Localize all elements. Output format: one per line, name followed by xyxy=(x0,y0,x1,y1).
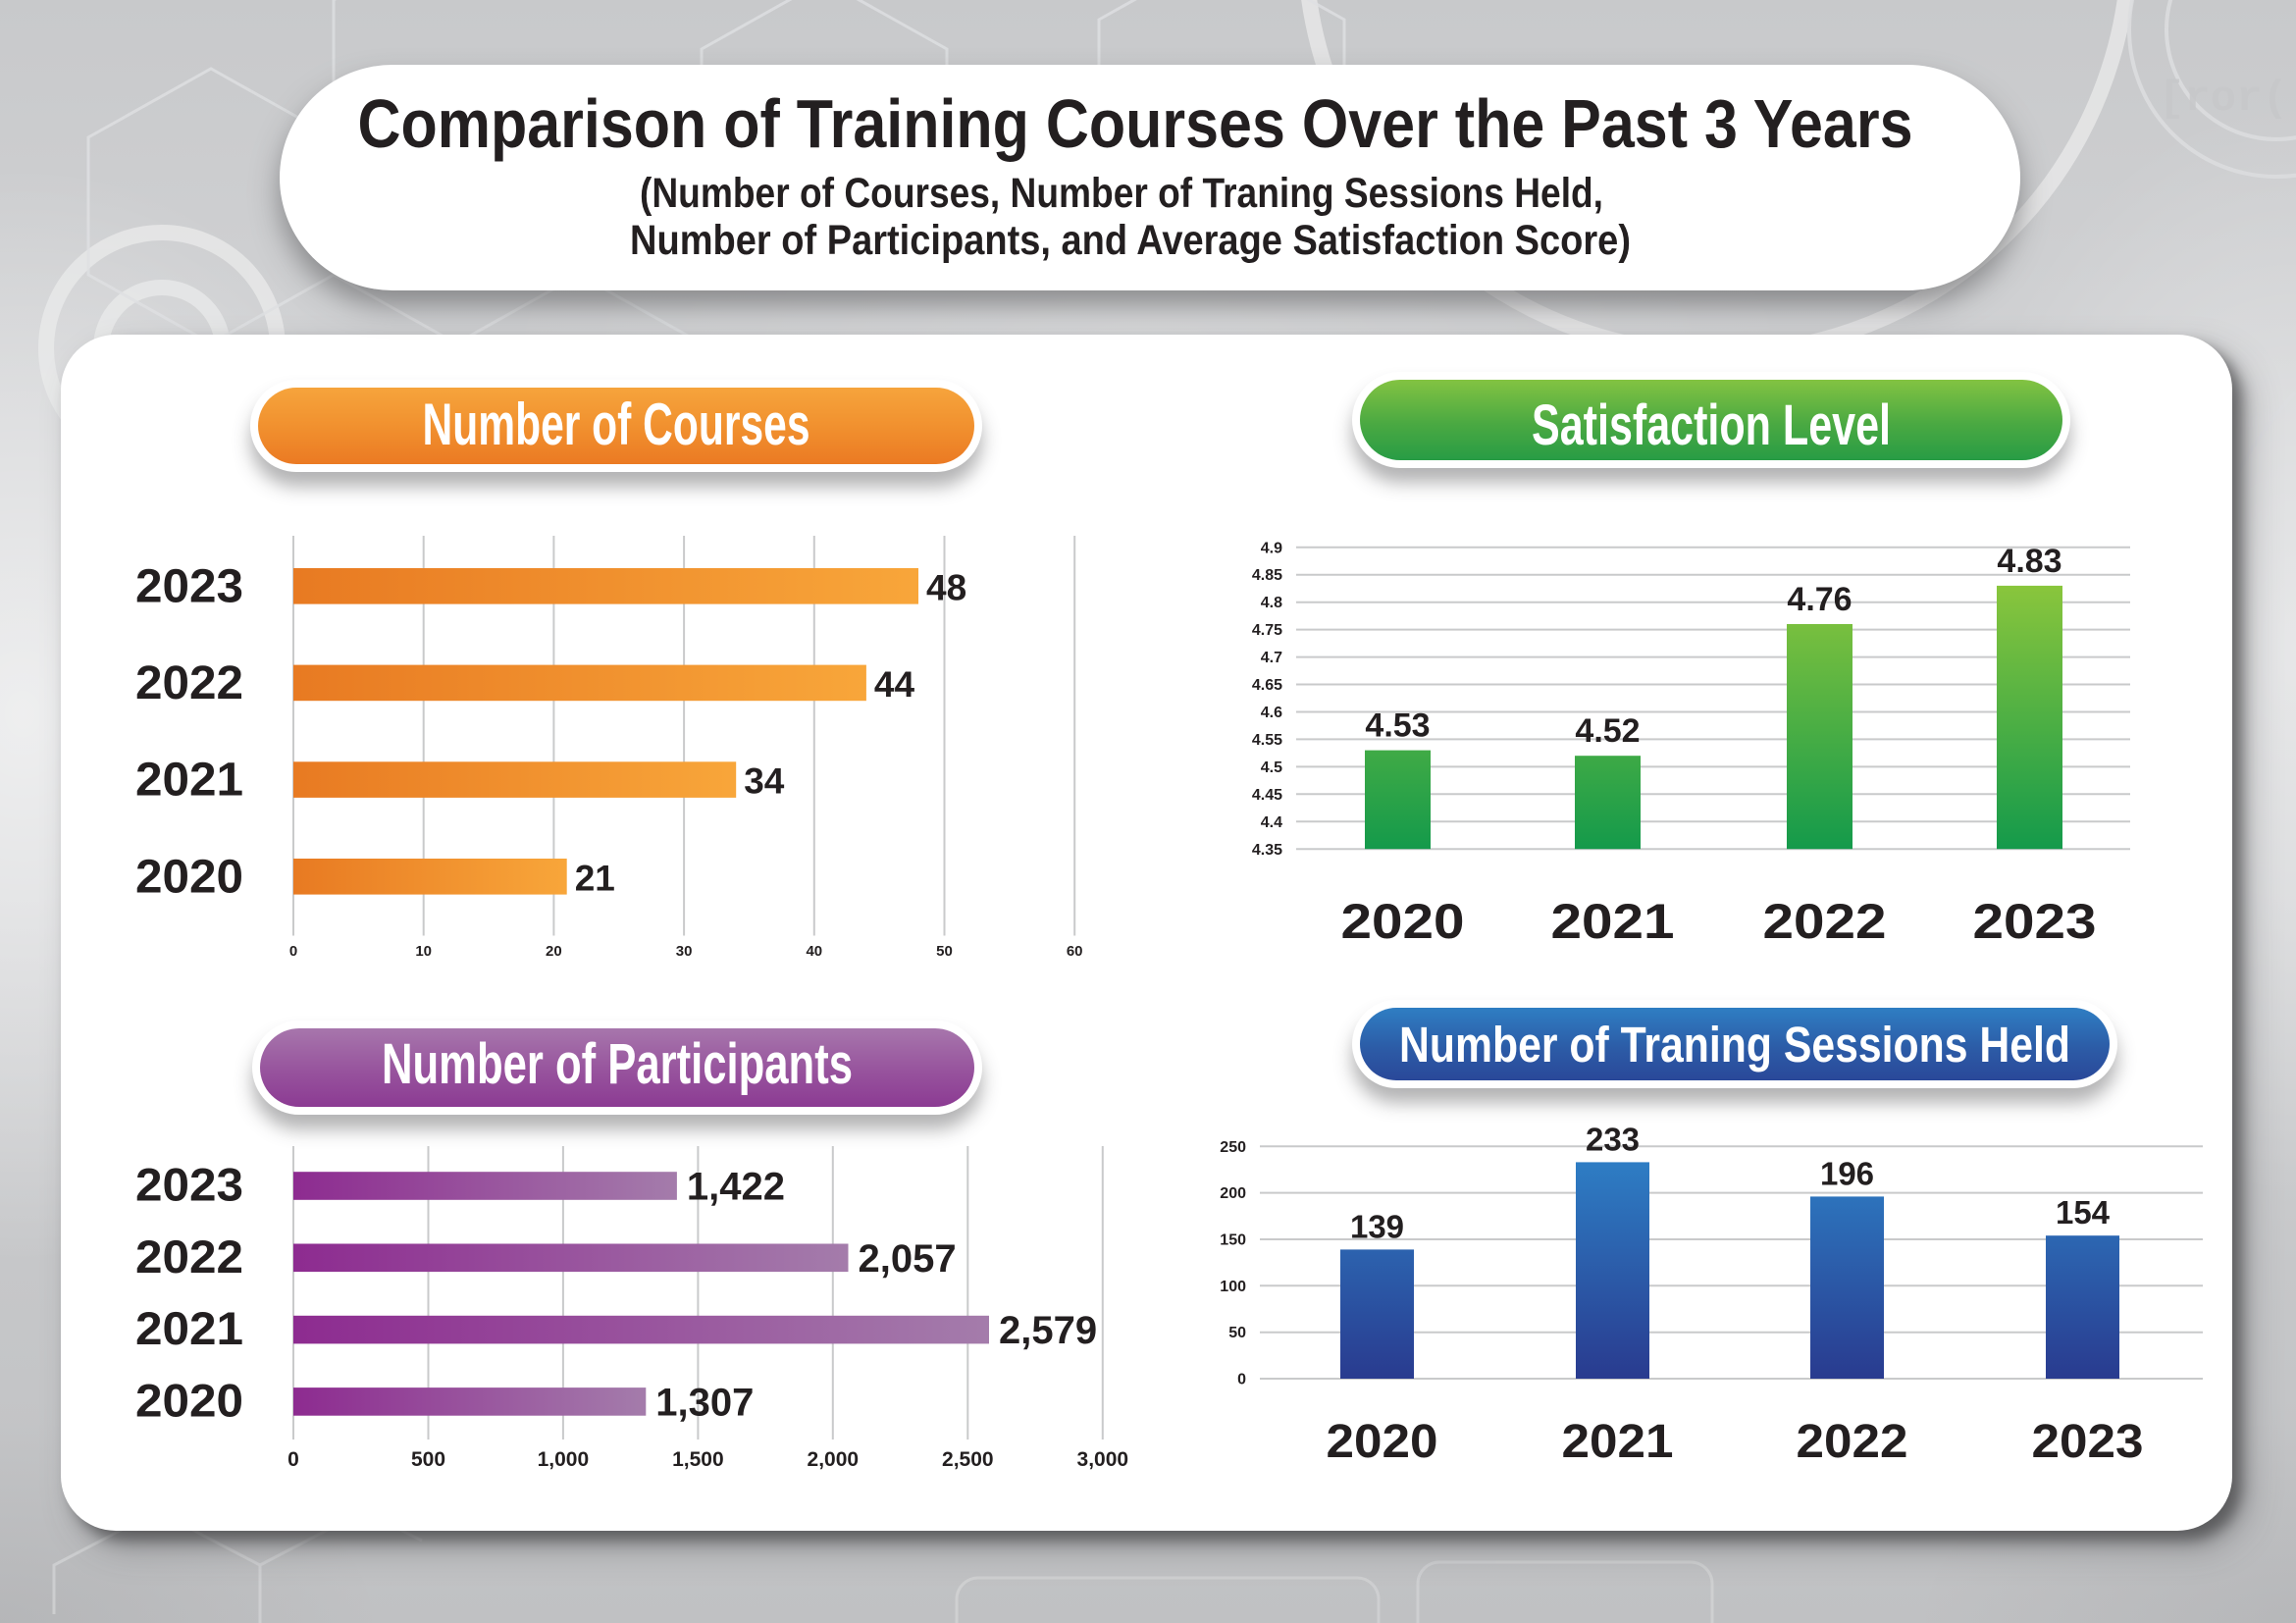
svg-text:2020: 2020 xyxy=(1327,1416,1438,1468)
svg-text:2022: 2022 xyxy=(135,1230,243,1283)
svg-text:250: 250 xyxy=(1220,1139,1246,1156)
svg-text:139: 139 xyxy=(1350,1208,1404,1244)
svg-text:50: 50 xyxy=(1228,1325,1246,1341)
svg-text:1,500: 1,500 xyxy=(672,1448,724,1471)
svg-text:Number of Traning Sessions Hel: Number of Traning Sessions Held xyxy=(1399,1017,2070,1073)
svg-text:4.76: 4.76 xyxy=(1787,581,1852,618)
svg-text:3,000: 3,000 xyxy=(1077,1448,1129,1471)
svg-text:196: 196 xyxy=(1820,1155,1874,1191)
svg-text:500: 500 xyxy=(411,1448,445,1471)
svg-text:44: 44 xyxy=(874,664,915,705)
svg-text:0: 0 xyxy=(289,943,297,960)
svg-text:4.85: 4.85 xyxy=(1252,567,1282,584)
svg-text:4.4: 4.4 xyxy=(1261,814,1282,831)
svg-text:2022: 2022 xyxy=(1797,1416,1908,1468)
svg-text:4.35: 4.35 xyxy=(1252,842,1282,859)
svg-text:60: 60 xyxy=(1067,943,1083,960)
svg-text:2023: 2023 xyxy=(2032,1416,2144,1468)
svg-text:2023: 2023 xyxy=(1973,894,2097,949)
svg-text:10: 10 xyxy=(415,943,432,960)
svg-text:Number of Courses: Number of Courses xyxy=(423,392,810,457)
svg-text:200: 200 xyxy=(1220,1185,1246,1202)
svg-text:48: 48 xyxy=(926,567,966,607)
svg-text:4.8: 4.8 xyxy=(1261,595,1282,611)
svg-text:30: 30 xyxy=(676,943,693,960)
svg-text:2020: 2020 xyxy=(135,851,243,903)
svg-text:34: 34 xyxy=(744,761,785,802)
svg-text:0: 0 xyxy=(1237,1372,1246,1388)
svg-text:2,057: 2,057 xyxy=(859,1237,957,1281)
svg-text:4.52: 4.52 xyxy=(1575,712,1640,750)
svg-text:2021: 2021 xyxy=(1562,1416,1674,1468)
svg-text:(Number of Courses, Number of: (Number of Courses, Number of Traning Se… xyxy=(640,170,1603,217)
svg-text:2022: 2022 xyxy=(1763,894,1887,949)
svg-text:2,500: 2,500 xyxy=(942,1448,994,1471)
svg-text:2022: 2022 xyxy=(135,657,243,709)
svg-text:20: 20 xyxy=(546,943,562,960)
svg-text:2,579: 2,579 xyxy=(999,1309,1097,1352)
svg-text:2023: 2023 xyxy=(135,1159,243,1211)
svg-text:0: 0 xyxy=(287,1448,299,1471)
svg-text:Comparison of Training Courses: Comparison of Training Courses Over the … xyxy=(358,85,1913,162)
svg-text:2021: 2021 xyxy=(135,755,243,807)
svg-text:150: 150 xyxy=(1220,1232,1246,1249)
svg-text:4.45: 4.45 xyxy=(1252,787,1282,804)
svg-text:4.6: 4.6 xyxy=(1261,705,1282,721)
svg-text:100: 100 xyxy=(1220,1279,1246,1295)
svg-text:4.5: 4.5 xyxy=(1261,759,1282,776)
svg-text:1,422: 1,422 xyxy=(687,1166,785,1209)
svg-text:2020: 2020 xyxy=(1341,894,1465,949)
svg-text:4.75: 4.75 xyxy=(1252,622,1282,639)
svg-text:154: 154 xyxy=(2056,1194,2111,1230)
svg-text:1,307: 1,307 xyxy=(655,1381,754,1424)
svg-text:Number of Participants: Number of Participants xyxy=(382,1032,853,1096)
svg-text:4.53: 4.53 xyxy=(1365,707,1430,745)
svg-text:4.55: 4.55 xyxy=(1252,732,1282,749)
svg-text:Number of Participants, and Av: Number of Participants, and Average Sati… xyxy=(630,217,1631,264)
svg-text:1,000: 1,000 xyxy=(538,1448,590,1471)
svg-text:2023: 2023 xyxy=(135,560,243,612)
svg-text:4.7: 4.7 xyxy=(1261,650,1282,666)
svg-text:2021: 2021 xyxy=(1551,894,1675,949)
svg-text:2021: 2021 xyxy=(135,1302,243,1354)
svg-text:2020: 2020 xyxy=(135,1374,243,1426)
svg-text:4.83: 4.83 xyxy=(1997,543,2061,580)
svg-text:21: 21 xyxy=(575,858,615,898)
svg-text:4.65: 4.65 xyxy=(1252,677,1282,694)
svg-text:Satisfaction Level: Satisfaction Level xyxy=(1532,393,1891,457)
svg-text:40: 40 xyxy=(806,943,822,960)
svg-text:50: 50 xyxy=(936,943,953,960)
svg-text:2,000: 2,000 xyxy=(808,1448,860,1471)
svg-text:4.9: 4.9 xyxy=(1261,540,1282,556)
svg-text:[ror(: [ror( xyxy=(2159,75,2288,124)
svg-text:233: 233 xyxy=(1586,1121,1640,1157)
